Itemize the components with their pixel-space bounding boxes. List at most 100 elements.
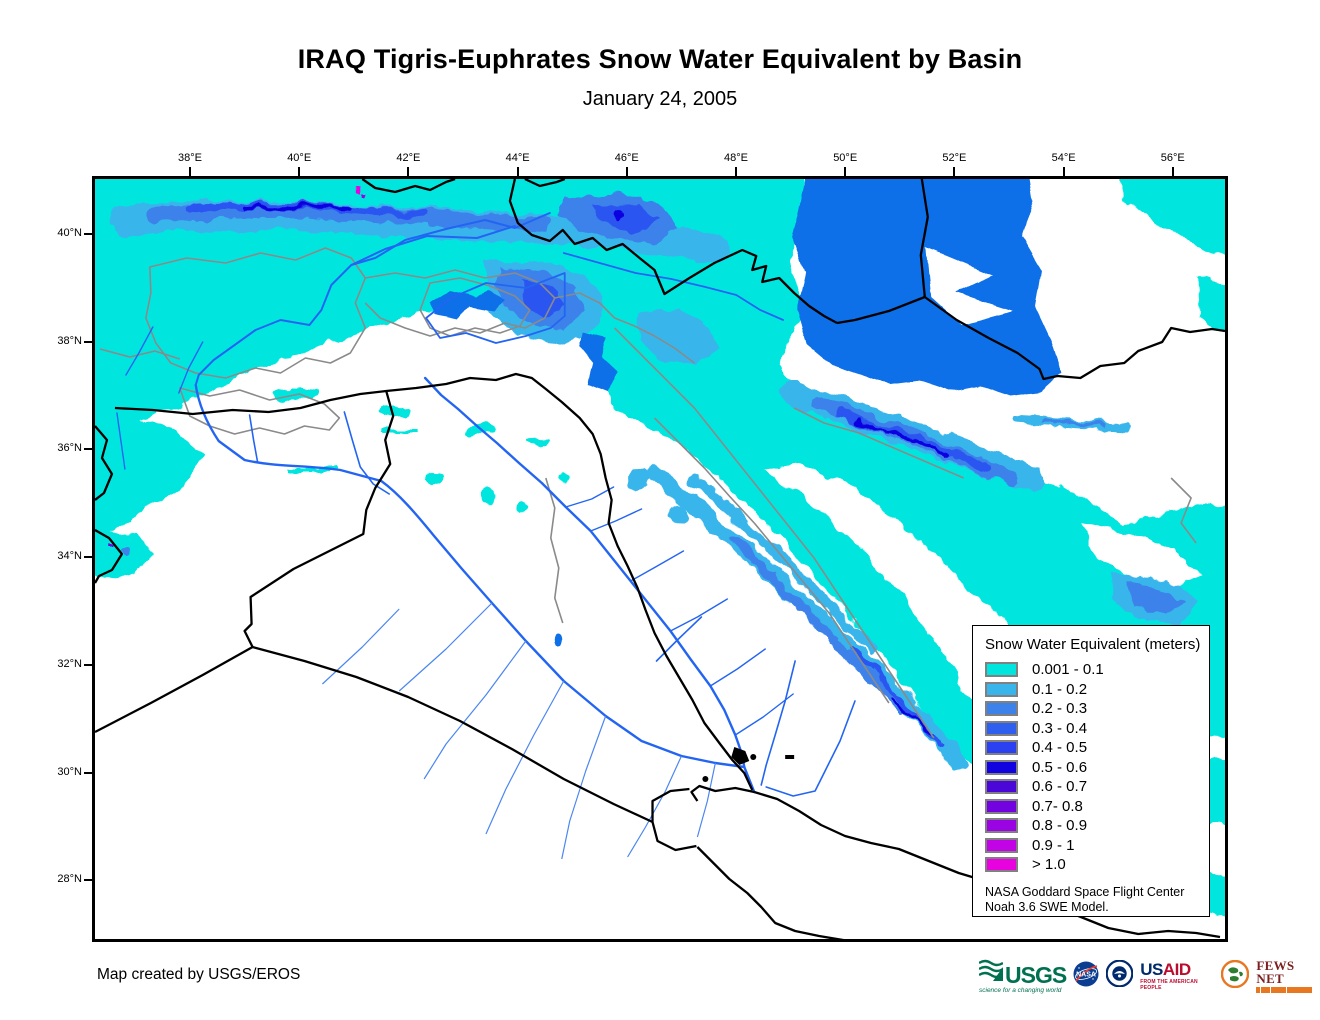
longitude-tick xyxy=(844,167,847,178)
partner-logos: USGS science for a changing world NASA U… xyxy=(978,953,1320,999)
longitude-tick xyxy=(1171,167,1174,178)
legend-class-label: 0.9 - 1 xyxy=(1032,836,1075,854)
longitude-label: 52°E xyxy=(942,152,967,164)
svg-text:NASA: NASA xyxy=(1076,971,1096,978)
nasa-logo-icon: NASA xyxy=(1073,961,1099,992)
latitude-label: 40°N xyxy=(57,227,82,239)
legend-class-label: 0.5 - 0.6 xyxy=(1032,758,1088,776)
usaid-tagline: FROM THE AMERICAN PEOPLE xyxy=(1140,979,1198,991)
karun-river xyxy=(765,700,856,797)
latitude-label: 28°N xyxy=(57,873,82,886)
legend-swatch xyxy=(985,759,1018,775)
legend-title: Snow Water Equivalent (meters) xyxy=(985,636,1201,653)
legend-row-8: 0.8 - 0.9 xyxy=(985,816,1209,836)
latitude-label: 36°N xyxy=(57,442,82,455)
latitude-label: 38°N xyxy=(57,334,82,347)
latitude-label: 34°N xyxy=(57,550,82,563)
legend-row-3: 0.3 - 0.4 xyxy=(985,719,1209,739)
latitude-tick xyxy=(84,340,95,343)
longitude-tick xyxy=(516,167,519,178)
longitude-label: 40°E xyxy=(287,152,312,164)
fewsnet-logo: FEWS NET xyxy=(1256,959,1320,993)
lake-tharthar xyxy=(554,634,563,648)
turkey-iraq-iran-border xyxy=(114,372,754,791)
legend-source-line1: NASA Goddard Space Flight Center xyxy=(985,884,1185,899)
longitude-tick xyxy=(953,167,956,178)
latitude-tick xyxy=(84,556,95,559)
diyala-river xyxy=(655,616,703,662)
mediterranean-coast xyxy=(95,425,124,584)
credit-text: Map created by USGS/EROS xyxy=(97,966,301,983)
latitude-tick xyxy=(84,233,95,235)
legend-class-label: 0.6 - 0.7 xyxy=(1032,778,1088,796)
legend-row-5: 0.5 - 0.6 xyxy=(985,758,1209,778)
legend-row-1: 0.1 - 0.2 xyxy=(985,680,1209,700)
legend-class-label: > 1.0 xyxy=(1032,856,1066,874)
syria-iraq-jordan-saudi-border xyxy=(243,390,654,824)
legend-swatch xyxy=(985,857,1018,873)
khabur-river xyxy=(343,411,391,495)
legend-swatch xyxy=(985,681,1018,697)
legend-class-label: 0.1 - 0.2 xyxy=(1032,680,1088,698)
legend-swatch xyxy=(985,798,1018,814)
fewsnet-tagline-bar xyxy=(1256,987,1313,993)
usaid-wordmark: USAID xyxy=(1140,960,1191,979)
map-title: IRAQ Tigris-Euphrates Snow Water Equival… xyxy=(297,44,1023,74)
tigris-river xyxy=(423,376,746,769)
kuwait-bay-coast xyxy=(690,784,755,802)
legend-source-line2: Noah 3.6 SWE Model. xyxy=(985,900,1109,915)
caspian-boundaries xyxy=(836,179,1225,381)
caucasus-borders xyxy=(508,179,838,325)
longitude-label: 48°E xyxy=(724,152,748,164)
legend-row-9: 0.9 - 1 xyxy=(985,836,1209,856)
legend-rows: 0.001 - 0.1 0.1 - 0.2 0.2 - 0.3 0.3 - 0.4 0.… xyxy=(985,660,1209,875)
map-subtitle: January 24, 2005 xyxy=(582,88,738,110)
legend-row-0: 0.001 - 0.1 xyxy=(985,660,1209,680)
country-borders xyxy=(95,179,1225,939)
longitude-tick xyxy=(189,167,191,178)
usgs-waves-icon xyxy=(978,958,1004,986)
legend-row-10: > 1.0 xyxy=(985,855,1209,875)
legend-swatch xyxy=(985,740,1018,756)
marsh-lakes xyxy=(702,747,795,782)
fewsnet-globe-icon xyxy=(1221,959,1250,993)
legend-row-7: 0.7- 0.8 xyxy=(985,797,1209,817)
latitude-tick xyxy=(84,879,95,882)
basin-boundaries xyxy=(99,247,1197,739)
usaid-logo: USAID FROM THE AMERICAN PEOPLE xyxy=(1140,961,1214,991)
black-sea-coast xyxy=(361,179,566,194)
gulf-coast-west xyxy=(696,846,845,939)
latitude-label: 30°N xyxy=(57,765,82,778)
legend-class-label: 0.3 - 0.4 xyxy=(1032,719,1088,737)
longitude-label: 56°E xyxy=(1160,152,1185,164)
balikh-river xyxy=(248,414,259,463)
usgs-tagline: science for a changing world xyxy=(979,986,1062,994)
longitude-label: 38°E xyxy=(178,152,202,164)
legend-swatch xyxy=(985,779,1018,795)
legend-row-2: 0.2 - 0.3 xyxy=(985,699,1209,719)
map: Snow Water Equivalent (meters) 0.001 - 0… xyxy=(92,176,1228,942)
longitude-tick xyxy=(625,167,628,178)
kuwait-border xyxy=(651,787,697,852)
latitude-tick xyxy=(84,448,95,451)
longitude-label: 42°E xyxy=(396,152,421,164)
longitude-label: 44°E xyxy=(505,152,530,164)
legend: Snow Water Equivalent (meters) 0.001 - 0… xyxy=(972,625,1210,917)
longitude-label: 50°E xyxy=(833,152,858,164)
legend-class-label: 0.001 - 0.1 xyxy=(1032,661,1104,679)
longitude-label: 54°E xyxy=(1051,152,1076,164)
minor-streams xyxy=(321,602,716,860)
legend-class-label: 0.7- 0.8 xyxy=(1032,797,1083,815)
legend-swatch xyxy=(985,701,1018,717)
longitude-tick xyxy=(1062,167,1065,178)
legend-swatch xyxy=(985,818,1018,834)
usgs-wordmark: USGS xyxy=(1005,961,1067,988)
legend-swatch xyxy=(985,837,1018,853)
legend-class-label: 0.8 - 0.9 xyxy=(1032,817,1088,835)
longitude-tick xyxy=(735,167,737,178)
aras-river xyxy=(562,252,785,321)
latitude-tick xyxy=(84,663,95,666)
rivers xyxy=(116,212,856,797)
latitude-label: 32°N xyxy=(57,657,82,670)
